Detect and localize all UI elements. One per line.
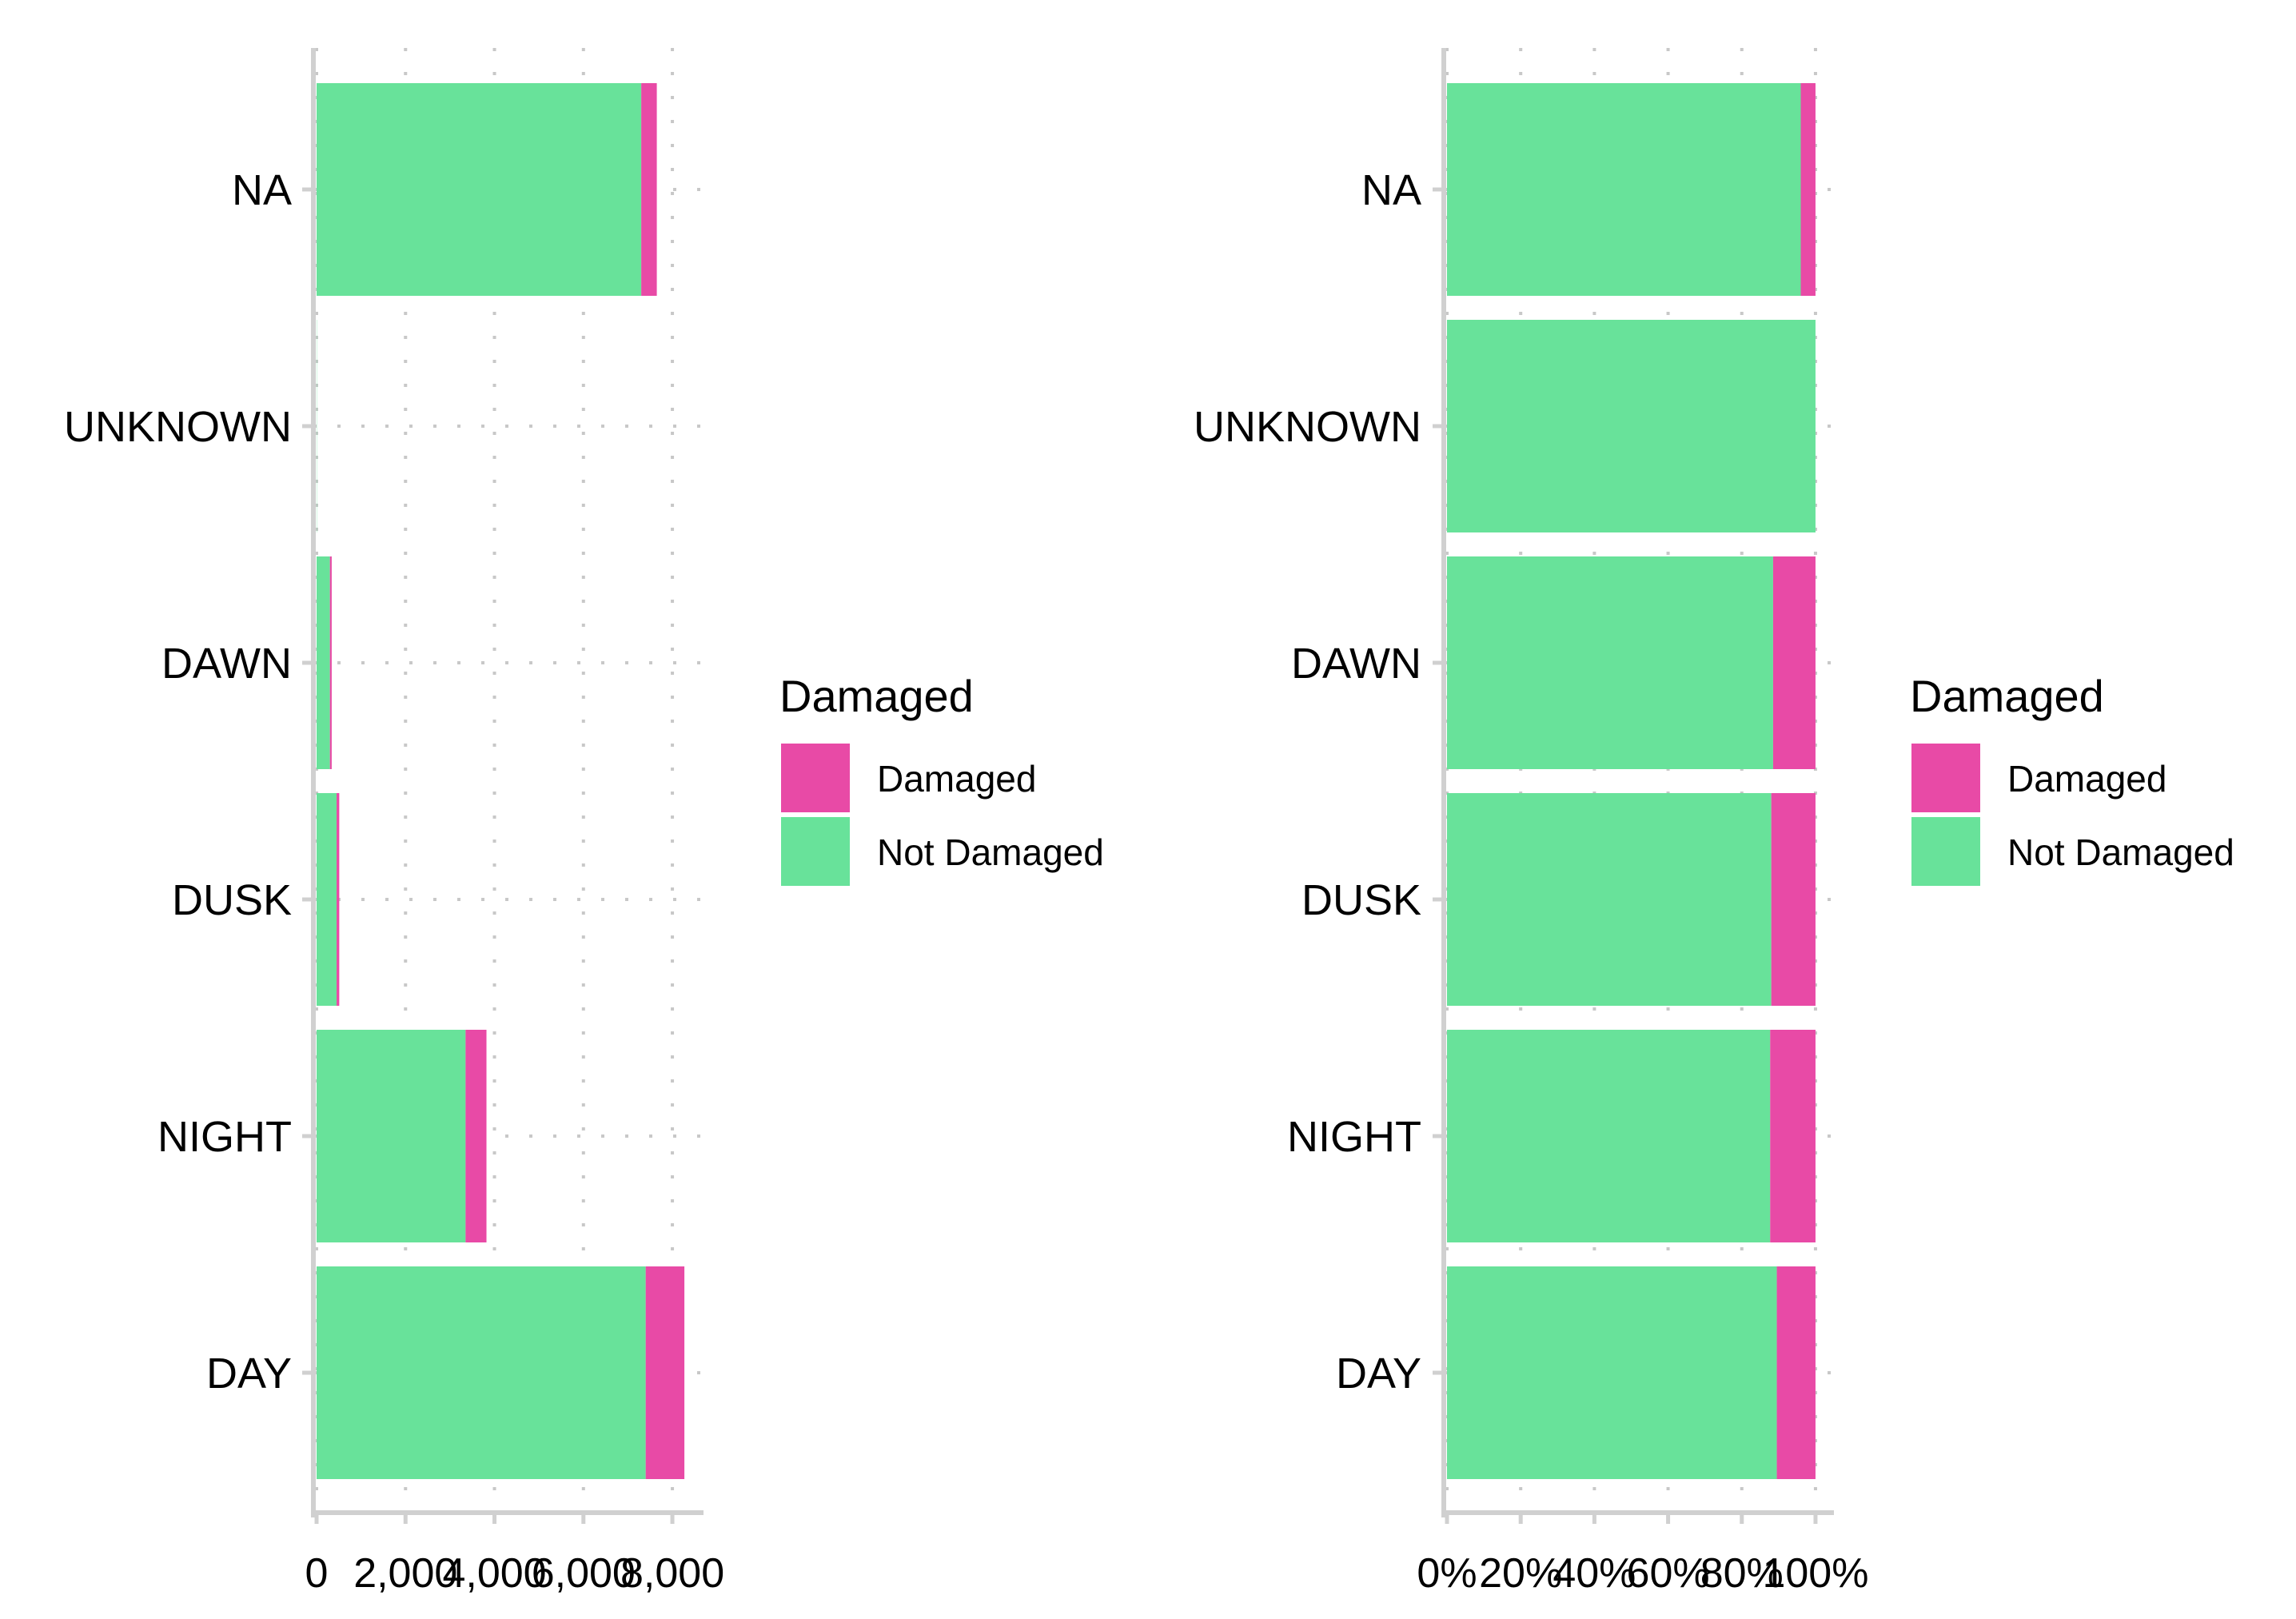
bar-unknown-not-damaged bbox=[1447, 320, 1816, 532]
x-tick-label: 8,000 bbox=[620, 1550, 724, 1597]
y-tick-label: NA bbox=[1361, 166, 1421, 214]
y-tick-label: UNKNOWN bbox=[64, 403, 292, 451]
bar-na-not-damaged bbox=[317, 83, 642, 296]
legend-swatch-damaged bbox=[1911, 744, 1980, 812]
x-tick-label: 0 bbox=[305, 1550, 329, 1597]
bar-day-damaged bbox=[645, 1266, 685, 1479]
bar-dusk-damaged bbox=[337, 793, 340, 1006]
legend: Damaged Damaged Not Damaged bbox=[1910, 671, 2234, 886]
legend-swatch-not-damaged bbox=[1911, 817, 1980, 886]
bar-dawn-not-damaged bbox=[1447, 556, 1773, 769]
legend: Damaged Damaged Not Damaged bbox=[779, 671, 1104, 886]
legend-title: Damaged bbox=[1910, 671, 2104, 721]
bar-night-damaged bbox=[465, 1030, 487, 1242]
x-tick-label: 2,000 bbox=[353, 1550, 457, 1597]
y-tick-label: DAWN bbox=[161, 640, 292, 688]
x-tick-label: 0% bbox=[1417, 1550, 1477, 1597]
y-tick-label: DAWN bbox=[1291, 640, 1421, 688]
bar-night-not-damaged bbox=[1447, 1030, 1771, 1242]
x-tick-label: 60% bbox=[1627, 1550, 1710, 1597]
legend-label: Not Damaged bbox=[877, 831, 1104, 873]
legend-label: Damaged bbox=[877, 758, 1036, 800]
bar-dusk-not-damaged bbox=[317, 793, 337, 1006]
legend-label: Not Damaged bbox=[2007, 831, 2234, 873]
bar-night-damaged bbox=[1770, 1030, 1816, 1242]
x-tick-label: 100% bbox=[1762, 1550, 1868, 1597]
bar-dawn-not-damaged bbox=[317, 556, 330, 769]
bar-day-damaged bbox=[1776, 1266, 1816, 1479]
x-tick-label: 6,000 bbox=[532, 1550, 636, 1597]
bar-day-not-damaged bbox=[1447, 1266, 1777, 1479]
x-tick-label: 4,000 bbox=[442, 1550, 546, 1597]
y-tick-label: NIGHT bbox=[157, 1113, 292, 1161]
bar-dawn-damaged bbox=[329, 556, 332, 769]
legend-swatch-damaged bbox=[781, 744, 850, 812]
x-tick-label: 20% bbox=[1479, 1550, 1562, 1597]
bar-na-not-damaged bbox=[1447, 83, 1801, 296]
y-tick-label: DAY bbox=[1336, 1350, 1421, 1398]
x-tick-label: 40% bbox=[1553, 1550, 1636, 1597]
bar-day-not-damaged bbox=[317, 1266, 646, 1479]
bar-dusk-not-damaged bbox=[1447, 793, 1772, 1006]
legend-swatch-not-damaged bbox=[781, 817, 850, 886]
bar-dawn-damaged bbox=[1772, 556, 1816, 769]
y-tick-label: NA bbox=[232, 166, 292, 214]
y-tick-label: DUSK bbox=[172, 876, 292, 924]
y-tick-label: NIGHT bbox=[1287, 1113, 1421, 1161]
y-tick-label: UNKNOWN bbox=[1194, 403, 1421, 451]
y-tick-label: DUSK bbox=[1301, 876, 1421, 924]
bar-dusk-damaged bbox=[1771, 793, 1816, 1006]
x-tick-label: 80% bbox=[1700, 1550, 1784, 1597]
bar-night-not-damaged bbox=[317, 1030, 466, 1242]
bar-na-damaged bbox=[641, 83, 657, 296]
y-tick-label: DAY bbox=[206, 1350, 292, 1398]
bar-na-damaged bbox=[1800, 83, 1816, 296]
legend-title: Damaged bbox=[779, 671, 974, 721]
legend-label: Damaged bbox=[2007, 758, 2166, 800]
percent-chart-panel: 0% 20%40%60%80%100% NA UNKNOWN DAWN DUSK NIGHT… bbox=[1194, 48, 2234, 1597]
